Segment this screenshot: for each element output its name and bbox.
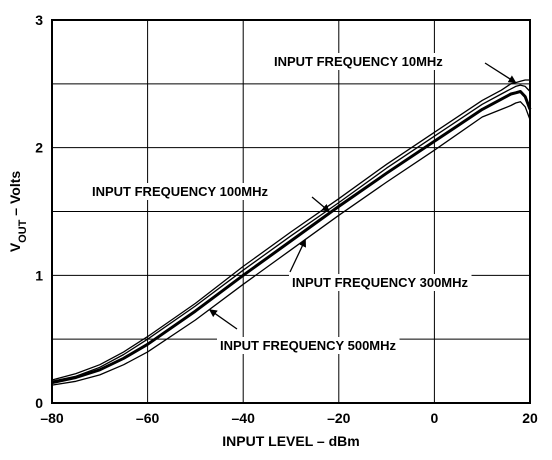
annotation-arrow	[311, 196, 331, 213]
x-tick-label: 20	[522, 410, 538, 426]
series-line-3	[51, 90, 532, 385]
series-line-2	[51, 84, 531, 382]
annotation-label: INPUT FREQUENCY 100MHz	[92, 184, 269, 199]
annotation-background	[289, 274, 472, 291]
y-tick-label: 0	[35, 395, 43, 411]
series-line-4	[51, 101, 531, 386]
y-tick-label: 3	[35, 12, 43, 28]
plot-frame	[51, 19, 531, 404]
annotation-label: INPUT FREQUENCY 500MHz	[220, 338, 397, 353]
annotation-arrow	[484, 62, 517, 84]
annotation-arrow	[289, 238, 306, 273]
annotations: INPUT FREQUENCY 10MHz INPUT FREQUENCY 100…	[89, 53, 517, 354]
tick-labels: –80 –60 –40 –20 0 20 0 1 2 3	[35, 12, 538, 426]
x-tick-label: –60	[136, 410, 160, 426]
x-tick-label: –80	[40, 410, 64, 426]
y-tick-label: 2	[35, 140, 43, 156]
y-axis-title-main: V	[7, 242, 23, 252]
annotation-background	[271, 53, 447, 70]
annotation-background	[217, 337, 400, 354]
x-tick-label: 0	[431, 410, 439, 426]
x-axis-title: INPUT LEVEL – dBm	[222, 433, 359, 449]
annotation-label: INPUT FREQUENCY 10MHz	[274, 54, 443, 69]
y-axis-title: VOUT – Volts	[7, 171, 29, 253]
x-tick-label: –40	[232, 410, 256, 426]
y-axis-title-subscript: OUT	[17, 219, 29, 243]
annotation-label: INPUT FREQUENCY 300MHz	[292, 275, 469, 290]
annotation-background	[89, 183, 272, 200]
x-tick-label: –20	[327, 410, 351, 426]
annotation-arrow	[208, 309, 238, 330]
y-tick-label: 1	[35, 267, 43, 283]
y-axis-title-rest: – Volts	[7, 171, 23, 220]
